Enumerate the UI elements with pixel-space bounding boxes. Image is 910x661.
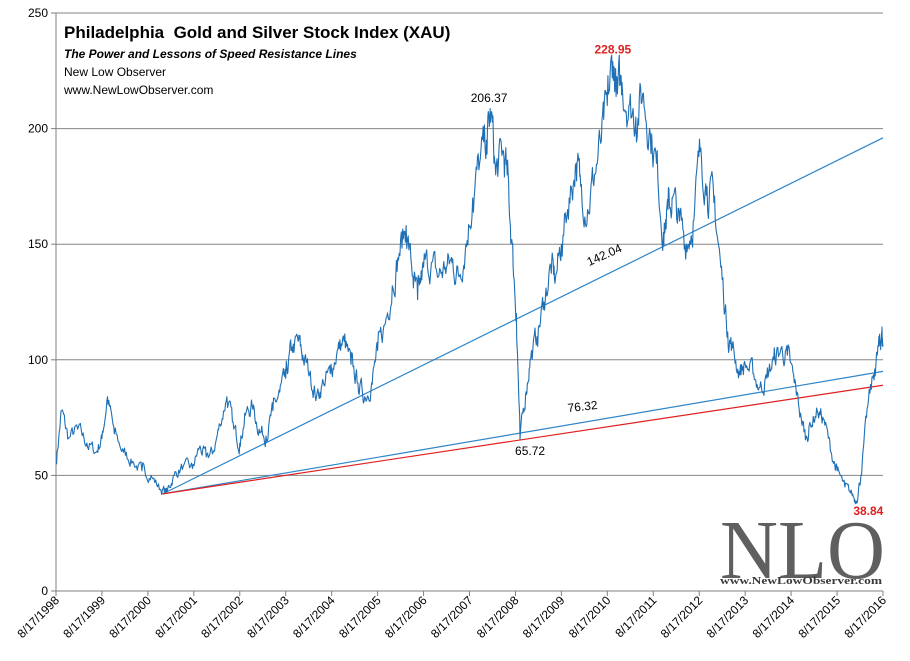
chart-website: www.NewLowObserver.com: [63, 83, 213, 97]
annotation-65-72: 65.72: [515, 444, 545, 458]
series-line-xau: [56, 54, 884, 505]
y-tick-label-100: 100: [28, 353, 48, 367]
watermark-logo: NLO: [720, 504, 885, 597]
y-tick-label-0: 0: [41, 584, 48, 598]
annotation-228-95: 228.95: [594, 43, 631, 57]
annotation-38-84: 38.84: [853, 504, 883, 518]
y-tick-label-200: 200: [28, 122, 48, 136]
speed-line-lower: [162, 370, 884, 495]
y-tick-label-50: 50: [35, 468, 49, 482]
annotation-76-32: 76.32: [567, 398, 599, 415]
trend-lines: [162, 137, 884, 495]
speed-line-red: [162, 384, 884, 495]
watermark-url: www.NewLowObserver.com: [720, 575, 882, 587]
y-tick-label-250: 250: [28, 6, 48, 20]
speed-line-upper: [162, 137, 884, 495]
y-axis-ticks: 0 50 100 150 200 250: [28, 6, 56, 598]
y-tick-label-150: 150: [28, 237, 48, 251]
nlo-watermark: NLO www.NewLowObserver.com: [720, 504, 885, 597]
chart-title: Philadelphia Gold and Silver Stock Index…: [64, 23, 450, 42]
gridlines: [56, 12, 883, 476]
annotation-206-37: 206.37: [471, 91, 508, 105]
data-series: [56, 54, 884, 505]
chart-subtitle: The Power and Lessons of Speed Resistanc…: [64, 47, 357, 61]
chart-author: New Low Observer: [64, 65, 166, 79]
